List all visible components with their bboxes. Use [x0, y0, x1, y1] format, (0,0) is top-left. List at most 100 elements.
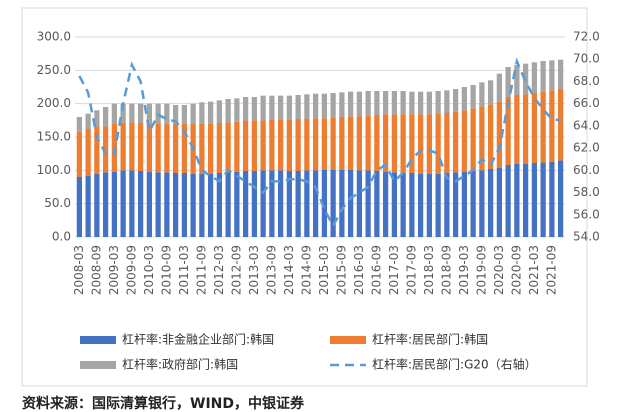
bar-segment — [251, 171, 257, 237]
bar-segment — [251, 97, 257, 121]
bar-segment — [470, 85, 476, 109]
bar-segment — [181, 173, 187, 237]
bar-segment — [365, 115, 371, 171]
bar-segment — [549, 90, 555, 162]
bar-segment — [286, 119, 292, 171]
bar-segment — [496, 167, 502, 237]
x-tick-label: 2012-09 — [229, 245, 243, 295]
bar-segment — [496, 101, 502, 168]
bar-segment — [76, 117, 82, 132]
bar-segment — [321, 118, 327, 170]
bar-segment — [531, 93, 537, 163]
y2-tick-label: 66.0 — [573, 96, 600, 110]
y2-tick-label: 70.0 — [573, 52, 600, 66]
bar-segment — [278, 170, 284, 237]
bar-segment — [138, 103, 144, 123]
bar-segment — [164, 172, 170, 237]
bar-segment — [461, 171, 467, 237]
bar-segment — [383, 114, 389, 172]
bar-segment — [295, 119, 301, 171]
bar-segment — [426, 91, 432, 115]
bar-segment — [339, 92, 345, 117]
bar-segment — [531, 62, 537, 93]
legend-swatch — [330, 336, 366, 344]
y2-tick-label: 56.0 — [573, 207, 600, 221]
bar-segment — [453, 89, 459, 112]
bar-segment — [181, 123, 187, 173]
bar-segment — [94, 127, 100, 174]
bar-segment — [488, 169, 494, 237]
legend-label: 杠杆率:政府部门:韩国 — [122, 357, 238, 372]
bar-segment — [243, 171, 249, 237]
bar-segment — [540, 91, 546, 163]
bar-segment — [181, 105, 187, 124]
bar-segment — [435, 173, 441, 237]
bar-segment — [339, 117, 345, 170]
legend-swatch — [80, 361, 116, 369]
x-tick-label: 2009-09 — [124, 245, 138, 295]
bar-segment — [391, 91, 397, 115]
line-series — [78, 57, 561, 229]
bar-segment — [558, 59, 564, 89]
bar-segment — [269, 119, 275, 171]
bar-segment — [146, 123, 152, 172]
bar-segment — [295, 95, 301, 119]
bar-segment — [400, 91, 406, 115]
bar-segment — [444, 90, 450, 113]
legend-label: 杠杆率:居民部门:韩国 — [372, 332, 488, 347]
x-tick-label: 2014-03 — [282, 245, 296, 295]
bar-segment — [418, 173, 424, 237]
bar-segment — [348, 116, 354, 170]
bar-segment — [409, 114, 415, 173]
bar-segment — [234, 98, 240, 122]
y-tick-label: 50.0 — [44, 196, 71, 210]
bar-segment — [313, 93, 319, 119]
x-tick-label: 2016-09 — [369, 245, 383, 295]
bar-segment — [488, 104, 494, 169]
bar-segment — [505, 165, 511, 237]
bar-segment — [208, 173, 214, 237]
bar-segment — [426, 114, 432, 174]
bar-segment — [453, 111, 459, 173]
bar-segment — [286, 95, 292, 120]
y-tick-label: 300.0 — [37, 30, 71, 44]
x-tick-label: 2018-09 — [439, 245, 453, 295]
bar-segment — [173, 105, 179, 124]
bar-segment — [514, 95, 520, 164]
bar-segment — [103, 107, 109, 127]
bar-segment — [470, 171, 476, 237]
y-tick-label: 0.0 — [52, 230, 71, 244]
x-tick-label: 2011-03 — [177, 245, 191, 295]
bar-segment — [278, 95, 284, 120]
bar-segment — [243, 97, 249, 121]
bar-segment — [216, 173, 222, 237]
bar-segment — [199, 173, 205, 237]
y-tick-label: 150.0 — [37, 130, 71, 144]
bar-segment — [260, 170, 266, 237]
bar-segment — [365, 91, 371, 116]
bar-segment — [103, 172, 109, 237]
bar-segment — [94, 110, 100, 127]
bar-segment — [453, 172, 459, 237]
bar-segment — [138, 123, 144, 171]
bar-segment — [540, 61, 546, 92]
y-tick-label: 250.0 — [37, 63, 71, 77]
x-tick-label: 2018-03 — [422, 245, 436, 295]
bar-segment — [418, 114, 424, 174]
bar-segment — [365, 170, 371, 237]
x-tick-label: 2017-03 — [387, 245, 401, 295]
bar-segment — [129, 122, 135, 171]
bar-segment — [304, 170, 310, 237]
bar-segment — [461, 87, 467, 111]
bar-segment — [418, 91, 424, 115]
bar-segment — [304, 94, 310, 119]
bar-segment — [435, 113, 441, 174]
bar-segment — [155, 172, 161, 237]
bar-segment — [225, 99, 231, 123]
bar-segment — [251, 120, 257, 171]
bar-segment — [523, 94, 529, 164]
bar-segment — [374, 171, 380, 237]
y2-tick-label: 72.0 — [573, 30, 600, 44]
bar-segment — [304, 119, 310, 171]
bar-segment — [383, 91, 389, 115]
